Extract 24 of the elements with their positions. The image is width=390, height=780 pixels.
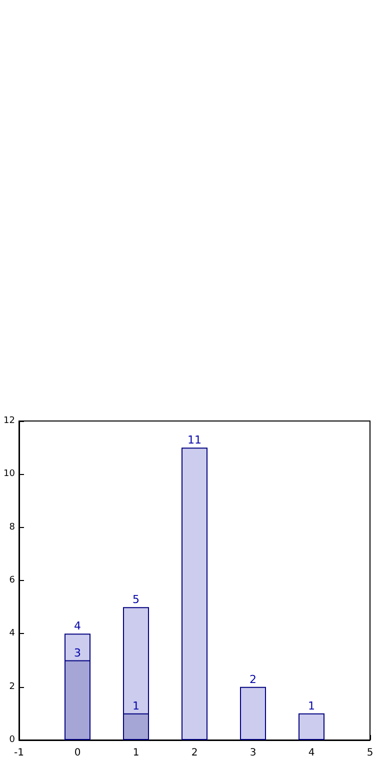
bar (240, 686, 266, 740)
bar (298, 713, 324, 740)
y-tick-label: 4 (9, 628, 16, 639)
bar (182, 448, 208, 740)
data-label: 11 (188, 434, 202, 447)
y-tick-label: 8 (9, 522, 16, 532)
y-tick-label: 12 (4, 416, 15, 426)
y-tick-label: 2 (9, 682, 15, 692)
x-tick-label: 2 (191, 748, 198, 758)
y-tick-label: 0 (9, 735, 16, 745)
data-label: 2 (250, 672, 256, 686)
x-tick-label: 3 (250, 748, 256, 758)
x-tick-label: 4 (308, 748, 315, 758)
x-tick-label: 0 (74, 748, 81, 758)
data-label: 1 (132, 699, 140, 712)
data-label: 1 (308, 699, 315, 712)
y-tick-label: 6 (9, 576, 16, 586)
data-label: 3 (74, 646, 81, 660)
data-label: 5 (132, 593, 140, 606)
x-tick-label: 1 (132, 748, 140, 758)
x-tick-label: -1 (14, 748, 24, 758)
data-label: 4 (74, 620, 81, 633)
x-tick-label: 5 (366, 748, 374, 758)
y-tick-label: 10 (4, 469, 16, 480)
